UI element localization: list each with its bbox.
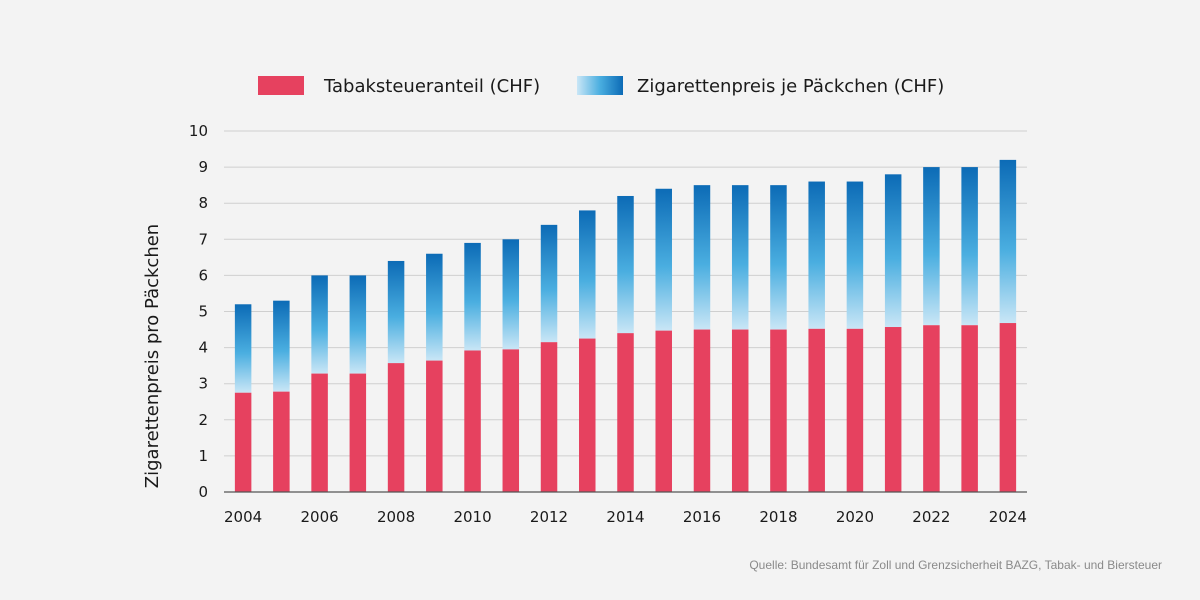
bar-tax-2019: [808, 328, 825, 492]
bar-tax-2015: [655, 330, 672, 492]
bar-tax-2023: [961, 325, 978, 492]
bar-tax-2017: [731, 329, 749, 492]
bar-tax-2021: [884, 327, 902, 492]
y-tick-label: 2: [198, 411, 208, 429]
x-tick-label: 2020: [836, 508, 874, 526]
bar-price-2020: [846, 181, 864, 329]
bar-price-2024: [999, 159, 1017, 324]
bar-tax-2012: [540, 342, 558, 492]
bars: [234, 159, 1017, 492]
bar-tax-2018: [770, 329, 787, 492]
y-axis-ticks: 0 1 2 3 4 5 6 7 8 9 10: [189, 122, 208, 501]
legend-swatch-price: [577, 76, 623, 95]
y-tick-label: 7: [198, 230, 208, 248]
x-tick-label: 2014: [606, 508, 644, 526]
bar-price-2012: [540, 224, 558, 343]
x-tick-label: 2008: [377, 508, 415, 526]
bar-price-2022: [923, 167, 940, 326]
bar-tax-2007: [349, 373, 367, 492]
x-tick-label: 2016: [683, 508, 721, 526]
bar-tax-2014: [617, 333, 634, 492]
y-tick-label: 10: [189, 122, 208, 140]
bar-price-2009: [426, 253, 443, 361]
bar-price-2023: [961, 167, 978, 326]
bar-price-2004: [234, 304, 252, 393]
bar-price-2005: [273, 300, 290, 392]
y-tick-label: 5: [198, 303, 208, 321]
bar-price-2018: [770, 185, 787, 330]
bar-tax-2004: [234, 392, 252, 492]
bar-tax-2020: [846, 328, 864, 492]
x-tick-label: 2024: [989, 508, 1027, 526]
x-axis-ticks: 2004 2006 2008 2010 2012 2014 2016 2018 2020 2022…: [224, 508, 1027, 526]
y-tick-label: 9: [198, 158, 208, 176]
bar-price-2010: [464, 242, 481, 351]
bar-tax-2024: [999, 323, 1017, 492]
x-tick-label: 2006: [301, 508, 339, 526]
bar-price-2021: [884, 174, 902, 328]
legend-label-tax: Tabaksteueranteil (CHF): [323, 76, 540, 97]
legend-swatch-tax: [258, 76, 304, 95]
legend: Tabaksteueranteil (CHF) Zigarettenpreis …: [258, 76, 944, 97]
bar-tax-2008: [387, 363, 405, 492]
bar-tax-2010: [464, 350, 481, 492]
bar-price-2015: [655, 188, 672, 331]
bar-price-2007: [349, 275, 367, 374]
y-axis-title: Zigarettenpreis pro Päckchen: [142, 224, 163, 488]
y-tick-label: 6: [198, 266, 208, 284]
y-tick-label: 8: [198, 194, 208, 212]
bar-price-2013: [579, 210, 596, 339]
bar-tax-2005: [273, 391, 290, 492]
bar-tax-2011: [502, 349, 520, 492]
bar-tax-2016: [693, 329, 711, 492]
bar-tax-2013: [579, 338, 596, 492]
x-tick-label: 2022: [912, 508, 950, 526]
bar-price-2008: [387, 260, 405, 364]
x-tick-label: 2010: [453, 508, 491, 526]
y-tick-label: 1: [198, 447, 208, 465]
bar-price-2011: [502, 239, 520, 350]
bar-tax-2009: [426, 360, 443, 492]
bar-price-2017: [731, 185, 749, 330]
x-tick-label: 2004: [224, 508, 262, 526]
y-tick-label: 4: [198, 339, 208, 357]
bar-price-2019: [808, 181, 825, 329]
x-tick-label: 2012: [530, 508, 568, 526]
bar-price-2016: [693, 185, 711, 330]
bar-tax-2022: [923, 325, 940, 492]
bar-price-2014: [617, 195, 634, 334]
y-tick-label: 0: [198, 483, 208, 501]
source-note: Quelle: Bundesamt für Zoll und Grenzsich…: [749, 558, 1162, 572]
y-tick-label: 3: [198, 375, 208, 393]
bar-price-2006: [311, 275, 328, 374]
bar-tax-2006: [311, 373, 328, 492]
legend-label-price: Zigarettenpreis je Päckchen (CHF): [637, 76, 944, 97]
x-tick-label: 2018: [759, 508, 797, 526]
